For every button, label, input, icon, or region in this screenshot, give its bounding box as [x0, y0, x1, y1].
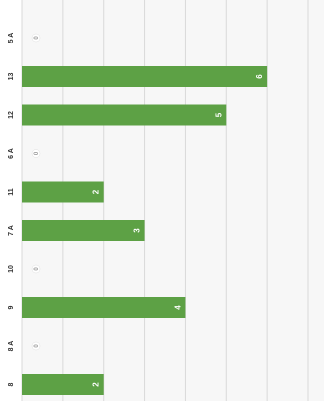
bar-value-label: 6 [255, 74, 264, 79]
category-label: 8 A [8, 341, 15, 352]
category-label: 7 A [8, 225, 15, 236]
category-label: 11 [8, 188, 15, 196]
category-label: 8 [8, 382, 15, 386]
bar-value-label: 2 [92, 189, 101, 194]
bar [22, 297, 185, 318]
bar-value-label: 4 [173, 305, 182, 310]
category-label: 10 [8, 265, 15, 273]
category-label: 12 [8, 111, 15, 119]
bar [22, 220, 145, 241]
category-label: 9 [8, 305, 15, 309]
category-label: 6 A [8, 148, 15, 159]
category-label: 5 A [8, 33, 15, 44]
bar [22, 105, 226, 126]
bar-value-label: 5 [214, 112, 223, 117]
category-label: 13 [8, 73, 15, 81]
bar-value-label: 3 [133, 228, 142, 233]
bar-value-label: 2 [92, 382, 101, 387]
bar [22, 66, 267, 87]
